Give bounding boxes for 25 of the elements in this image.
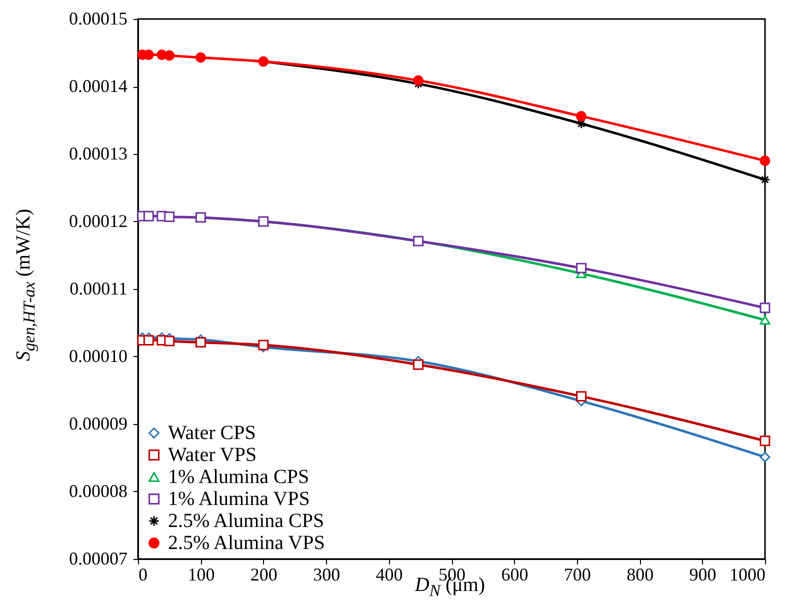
legend-label: Water CPS <box>168 422 256 444</box>
x-tick-label: 600 <box>501 564 528 584</box>
y-tick-label: 0.00011 <box>70 278 128 298</box>
legend-label: Water VPS <box>168 444 257 466</box>
x-tick-label: 800 <box>626 564 654 584</box>
x-tick-label: 300 <box>313 564 340 584</box>
y-tick-label: 0.00007 <box>69 548 128 568</box>
y-tick-label: 0.00014 <box>69 76 128 96</box>
x-tick-label: 700 <box>564 564 591 584</box>
x-tick-label: 100 <box>188 564 215 584</box>
y-tick-label: 0.00013 <box>69 144 128 164</box>
y-tick-label: 0.00008 <box>69 481 128 501</box>
x-tick-label: 900 <box>689 564 716 584</box>
y-tick-label: 0.00010 <box>69 346 128 366</box>
x-tick-label: 0 <box>138 564 148 584</box>
y-tick-label: 0.00015 <box>69 8 128 28</box>
legend-label: 2.5% Alumina VPS <box>168 532 325 554</box>
legend-label: 1% Alumina VPS <box>168 488 310 510</box>
x-tick-label: 400 <box>376 564 403 584</box>
y-tick-label: 0.00012 <box>69 211 128 231</box>
x-tick-label: 1000 <box>730 564 766 584</box>
y-tick-label: 0.00009 <box>69 414 128 434</box>
legend-label: 1% Alumina CPS <box>168 466 310 488</box>
x-tick-label: 200 <box>250 564 278 584</box>
legend-label: 2.5% Alumina CPS <box>168 510 324 532</box>
